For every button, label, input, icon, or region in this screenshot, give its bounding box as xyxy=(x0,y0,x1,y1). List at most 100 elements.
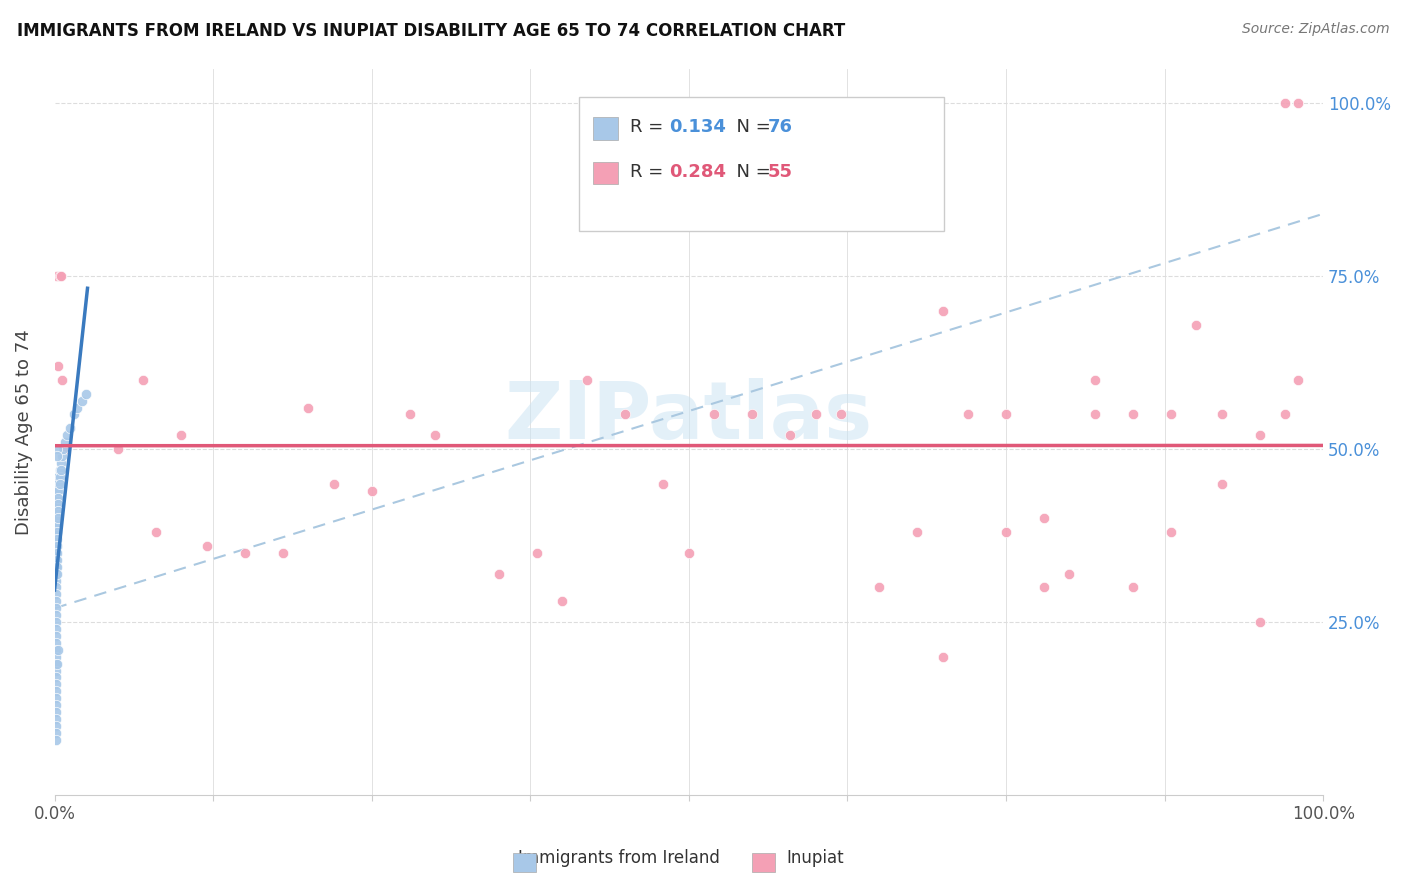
Point xyxy=(1249,428,1271,442)
Point xyxy=(931,649,953,664)
Point xyxy=(994,525,1017,540)
Point xyxy=(994,408,1017,422)
Point xyxy=(45,636,67,650)
Point xyxy=(46,657,69,671)
Point xyxy=(49,269,72,284)
Point xyxy=(46,553,69,567)
Point xyxy=(46,525,69,540)
Point xyxy=(678,546,700,560)
Point xyxy=(45,601,67,615)
Point xyxy=(46,483,69,498)
Point xyxy=(45,657,67,671)
Point xyxy=(804,408,827,422)
Point xyxy=(56,428,79,442)
Point xyxy=(45,511,67,525)
Point xyxy=(868,581,890,595)
Point xyxy=(45,587,67,601)
Point xyxy=(170,428,193,442)
Point xyxy=(46,476,69,491)
Point xyxy=(45,670,67,684)
Point xyxy=(46,546,69,560)
Point xyxy=(145,525,167,540)
Point xyxy=(45,691,67,706)
Point xyxy=(45,684,67,698)
Point xyxy=(703,408,725,422)
Point xyxy=(46,504,69,518)
Point xyxy=(1274,408,1296,422)
Point xyxy=(233,546,256,560)
Text: Immigrants from Ireland: Immigrants from Ireland xyxy=(517,849,720,867)
Point xyxy=(1249,615,1271,629)
Point xyxy=(45,581,67,595)
Point xyxy=(652,476,675,491)
Point xyxy=(48,269,70,284)
Point xyxy=(75,386,97,401)
Point xyxy=(53,442,76,456)
Point xyxy=(53,435,76,450)
Point xyxy=(297,401,319,415)
Text: Inupiat: Inupiat xyxy=(787,849,844,867)
Text: ZIPatlas: ZIPatlas xyxy=(505,378,873,457)
Point xyxy=(46,504,69,518)
Point xyxy=(1185,318,1208,332)
Point xyxy=(45,622,67,636)
Point xyxy=(46,491,69,505)
Point xyxy=(614,408,637,422)
Point xyxy=(49,456,72,470)
Point xyxy=(1211,476,1233,491)
Point xyxy=(45,608,67,623)
Point xyxy=(45,483,67,498)
Point xyxy=(45,553,67,567)
Point xyxy=(45,559,67,574)
Point xyxy=(45,491,67,505)
Text: 0.134: 0.134 xyxy=(669,119,725,136)
Point xyxy=(1033,581,1056,595)
Point xyxy=(72,393,94,408)
Point xyxy=(779,428,801,442)
Point xyxy=(1286,96,1309,111)
Point xyxy=(423,428,446,442)
Point xyxy=(45,566,67,581)
Point xyxy=(46,442,69,456)
Point xyxy=(45,698,67,712)
Point xyxy=(59,421,82,435)
Point xyxy=(1286,373,1309,387)
Point xyxy=(46,566,69,581)
Point xyxy=(488,566,510,581)
Point xyxy=(45,498,67,512)
Point xyxy=(1160,408,1182,422)
Point xyxy=(45,504,67,518)
Point xyxy=(48,463,70,477)
Point xyxy=(45,629,67,643)
Text: 55: 55 xyxy=(768,163,793,181)
Point xyxy=(45,705,67,719)
Point xyxy=(322,476,344,491)
Point xyxy=(46,469,69,483)
Point xyxy=(46,539,69,553)
Point xyxy=(830,408,852,422)
Text: R =: R = xyxy=(630,119,668,136)
Point xyxy=(576,373,599,387)
Point xyxy=(46,498,69,512)
Point xyxy=(107,442,129,456)
Point xyxy=(1122,408,1144,422)
Point xyxy=(1122,581,1144,595)
Point xyxy=(45,615,67,629)
Point xyxy=(46,269,69,284)
Point xyxy=(48,469,70,483)
Point xyxy=(360,483,382,498)
Point xyxy=(45,726,67,740)
Point xyxy=(46,359,69,373)
Point xyxy=(46,491,69,505)
Point xyxy=(45,518,67,533)
Point xyxy=(1084,373,1107,387)
Point xyxy=(45,594,67,608)
Point xyxy=(45,649,67,664)
Point xyxy=(195,539,218,553)
Text: Source: ZipAtlas.com: Source: ZipAtlas.com xyxy=(1241,22,1389,37)
Point xyxy=(46,449,69,463)
Point xyxy=(398,408,420,422)
Point xyxy=(45,712,67,726)
Point xyxy=(46,642,69,657)
Point xyxy=(551,594,574,608)
